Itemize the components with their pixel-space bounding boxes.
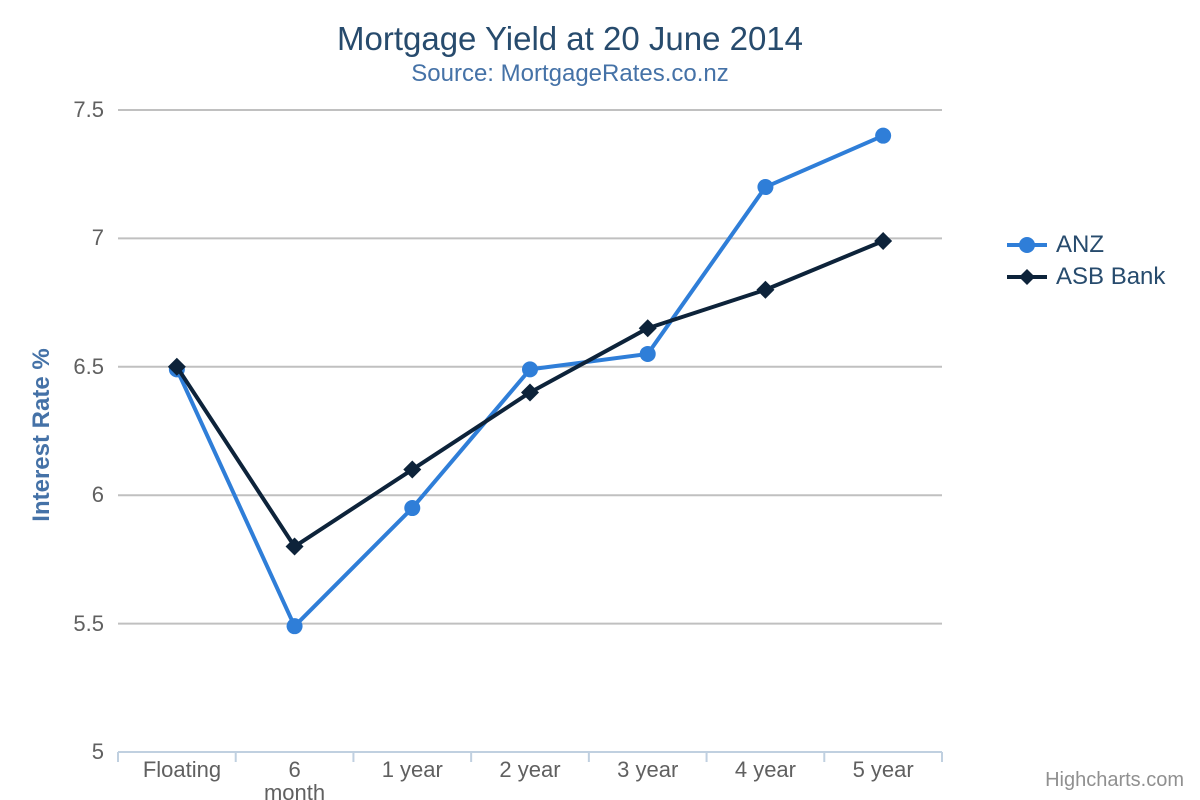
- x-axis-label: 5 year: [852, 757, 914, 782]
- series-line-anz[interactable]: [174, 133, 886, 629]
- y-axis-label: 7: [91, 225, 104, 251]
- diamond-marker[interactable]: [638, 319, 657, 338]
- y-axis-label: 6.5: [73, 353, 104, 379]
- x-axis-label: 1 year: [381, 757, 443, 782]
- chart-subtitle: Source: MortgageRates.co.nz: [411, 60, 729, 87]
- legend-label: ASB Bank: [1056, 263, 1166, 290]
- circle-marker[interactable]: [757, 179, 774, 196]
- chart-title: Mortgage Yield at 20 June 2014: [336, 20, 803, 57]
- diamond-marker[interactable]: [874, 231, 893, 250]
- legend-label: ANZ: [1056, 231, 1104, 258]
- x-axis-label: 6 month: [263, 757, 326, 800]
- legend: ANZ ASB Bank: [1006, 230, 1165, 292]
- x-axis-label: 3 year: [617, 757, 679, 782]
- legend-item-anz[interactable]: ANZ: [1006, 230, 1165, 260]
- x-axis-label: 4 year: [734, 757, 796, 782]
- legend-item-asb-bank[interactable]: ASB Bank: [1006, 262, 1165, 292]
- y-axis-label: 5.5: [73, 610, 104, 636]
- circle-marker[interactable]: [286, 618, 303, 635]
- diamond-marker[interactable]: [756, 280, 775, 299]
- diamond-marker[interactable]: [403, 460, 422, 479]
- circle-marker[interactable]: [522, 361, 538, 378]
- legend-line-diamond-icon: [1007, 269, 1047, 285]
- y-axis-label: 7.5: [73, 97, 104, 122]
- x-axis-label: 2 year: [499, 757, 561, 782]
- circle-marker[interactable]: [875, 127, 892, 144]
- circle-marker[interactable]: [639, 345, 656, 362]
- y-axis-label: 6: [91, 482, 104, 508]
- diamond-marker[interactable]: [521, 383, 539, 402]
- circle-marker[interactable]: [404, 500, 421, 517]
- diamond-marker[interactable]: [167, 357, 186, 376]
- legend-line-circle-icon: [1007, 237, 1047, 253]
- x-axis-label: Floating: [142, 757, 222, 782]
- y-axis-label: 5: [91, 739, 104, 764]
- diamond-marker[interactable]: [285, 537, 304, 556]
- highcharts-credits-link[interactable]: Highcharts.com: [1045, 769, 1184, 791]
